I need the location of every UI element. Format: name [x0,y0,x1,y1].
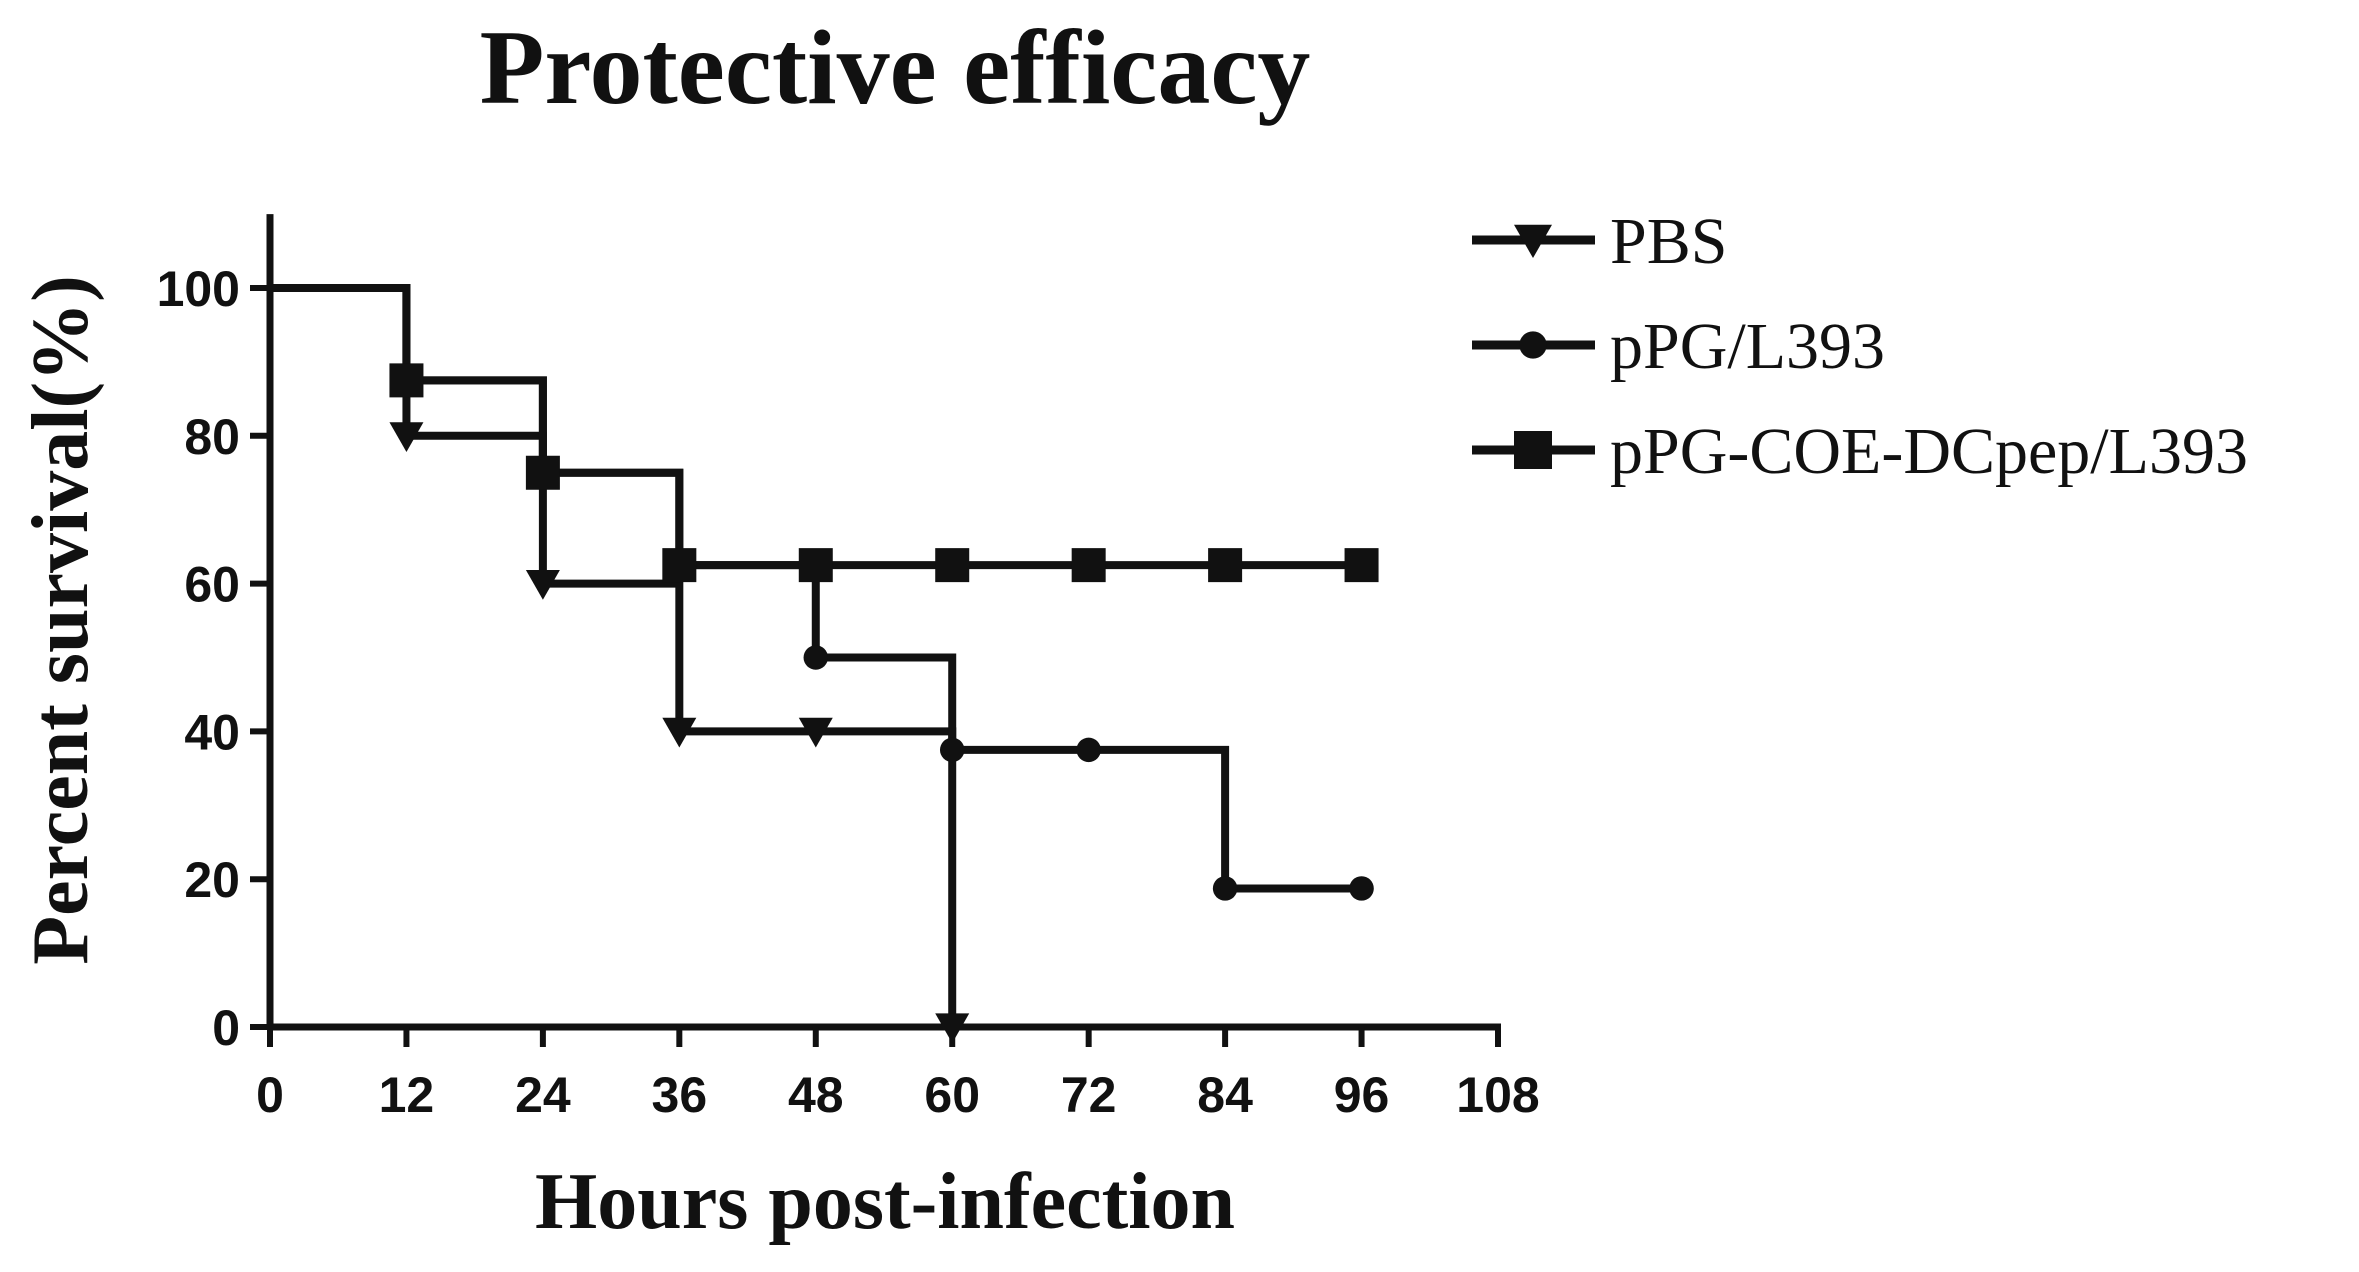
legend-item-ppg-coe-dcpep-l393: pPG-COE-DCpep/L393 [1472,415,2248,488]
legend-marker [1514,431,1552,469]
legend: PBS pPG/L393 pPG-COE-DCpep/L393 [1472,205,2248,488]
y-tick-label: 20 [184,852,240,908]
axes: 0 12 24 36 48 60 72 84 96 108 0 20 40 60 80 100 [157,214,1540,1123]
x-tick-label: 60 [924,1067,980,1123]
y-tick-label: 100 [157,261,240,317]
x-tick-label: 72 [1061,1067,1117,1123]
y-tick-label: 60 [184,557,240,613]
data-point [525,455,560,490]
y-axis-label: Percent survival(%) [17,275,105,964]
data-point [1076,737,1101,763]
data-point [935,1013,970,1044]
legend-label: PBS [1610,205,1727,278]
data-point [935,548,970,583]
legend-label: pPG-COE-DCpep/L393 [1610,415,2248,488]
x-tick-label: 96 [1334,1067,1390,1123]
data-point [798,548,833,583]
x-tick-label: 36 [652,1067,708,1123]
data-point [389,363,424,398]
data-point [662,717,697,748]
x-tick-label: 108 [1456,1067,1539,1123]
data-point [1071,548,1106,583]
series-ppg-coe-dcpep-l393 [270,284,1379,583]
data-point [525,570,560,600]
data-point [1208,548,1243,583]
y-tick-label: 40 [184,704,240,760]
x-tick-label: 24 [515,1067,571,1123]
y-tick-label: 80 [184,409,240,465]
legend-marker [1519,331,1547,359]
x-tick-label: 48 [788,1067,844,1123]
series-line [270,284,1362,570]
data-point [389,422,424,452]
x-tick-label: 12 [379,1067,435,1123]
data-point [1349,876,1374,901]
legend-label: pPG/L393 [1610,310,1885,383]
chart-title: Protective efficacy [480,9,1311,126]
data-point [1344,548,1379,583]
x-tick-label: 0 [256,1067,284,1123]
series-layer [270,284,1379,1044]
x-axis-label: Hours post-infection [535,1158,1235,1246]
data-point [803,645,829,670]
legend-item-ppg-l393: pPG/L393 [1472,310,1885,383]
data-point [798,717,833,748]
y-tick-label: 0 [212,1000,240,1056]
legend-marker [1514,224,1552,259]
data-point [1212,876,1238,901]
x-tick-label: 84 [1197,1067,1253,1123]
legend-item-pbs: PBS [1472,205,1727,278]
data-point [939,737,965,763]
data-point [662,548,697,583]
series-pbs [270,284,970,1044]
